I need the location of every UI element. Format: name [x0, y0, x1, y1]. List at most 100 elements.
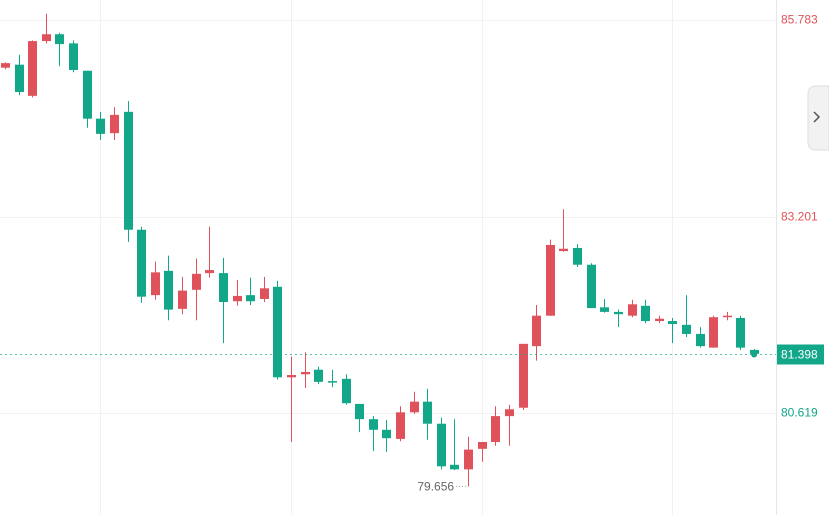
chevron-icon[interactable]: [813, 111, 821, 123]
candle: [655, 315, 664, 324]
candle: [42, 13, 51, 44]
candle: [83, 70, 92, 128]
candle-body: [696, 333, 705, 347]
candle: [709, 315, 718, 348]
scroll-button[interactable]: [807, 85, 829, 151]
candle: [28, 40, 37, 98]
last-price-dot: [751, 351, 758, 358]
candle: [69, 40, 78, 73]
candle-body: [709, 317, 718, 348]
candle-body: [628, 304, 637, 316]
candle-body: [723, 315, 732, 318]
candle: [164, 255, 173, 321]
y-tick-label: 80.619: [781, 406, 818, 420]
candle-body: [301, 371, 310, 375]
candle: [55, 32, 64, 67]
candle: [273, 280, 282, 380]
candle-body: [355, 403, 364, 420]
candle: [178, 276, 187, 315]
candle: [450, 419, 459, 471]
candle: [396, 406, 405, 442]
candle-body: [559, 248, 568, 252]
candle-body: [151, 272, 160, 296]
candle-body: [600, 307, 609, 312]
candle-body: [273, 286, 282, 378]
candle-body: [369, 419, 378, 430]
y-tick-label: 83.201: [781, 210, 818, 224]
candle: [15, 54, 24, 96]
candle-body: [736, 317, 745, 348]
candle: [641, 299, 650, 324]
candle: [437, 417, 446, 470]
candle: [410, 391, 419, 414]
candle-body: [55, 34, 64, 45]
candle: [559, 209, 568, 252]
candle: [600, 298, 609, 313]
candle: [382, 419, 391, 452]
candle-body: [260, 288, 269, 299]
candle: [205, 226, 214, 278]
candle-body: [205, 270, 214, 274]
candle-body: [287, 375, 296, 378]
candle: [628, 299, 637, 318]
candle-body: [110, 114, 119, 134]
candle-body: [505, 409, 514, 417]
candle: [96, 111, 105, 140]
candle-body: [28, 41, 37, 96]
candle-body: [423, 401, 432, 424]
candle: [287, 356, 296, 442]
candle: [1, 62, 10, 70]
candle: [532, 305, 541, 361]
candle-body: [396, 412, 405, 439]
candle: [614, 309, 623, 328]
candle: [314, 366, 323, 385]
candle: [723, 311, 732, 321]
candle: [219, 257, 228, 344]
candle-body: [192, 273, 201, 290]
candle-body: [519, 343, 528, 408]
candle-body: [233, 295, 242, 302]
candle: [546, 239, 555, 316]
candle-body: [491, 416, 500, 442]
candle: [369, 416, 378, 452]
candle-body: [164, 270, 173, 310]
candle: [328, 369, 337, 388]
candle: [301, 352, 310, 388]
candle-body: [124, 111, 133, 230]
candle: [696, 327, 705, 348]
candle-body: [573, 247, 582, 265]
candle-body: [328, 381, 337, 383]
candle-body: [668, 321, 677, 325]
candle-body: [83, 70, 92, 119]
candle: [478, 441, 487, 462]
candle-body: [137, 229, 146, 297]
candle-body: [15, 64, 24, 93]
candle: [137, 226, 146, 303]
candle: [260, 276, 269, 303]
candle: [519, 343, 528, 411]
candle-body: [450, 464, 459, 470]
min-label: 79.656: [417, 480, 454, 494]
candle-body: [342, 378, 351, 404]
candle-body: [546, 244, 555, 316]
candle-body: [219, 273, 228, 303]
candle: [192, 258, 201, 321]
candle: [423, 388, 432, 440]
candle-body: [437, 423, 446, 467]
candle-body: [655, 318, 664, 322]
candle: [110, 107, 119, 140]
candle-body: [69, 43, 78, 70]
candle-body: [382, 429, 391, 439]
candle: [355, 403, 364, 433]
candle: [124, 101, 133, 242]
candle: [246, 277, 255, 306]
candle-body: [532, 315, 541, 347]
candle-body: [641, 305, 650, 322]
candle: [682, 295, 691, 337]
candle-body: [178, 290, 187, 309]
candle: [151, 261, 160, 300]
candle-body: [246, 295, 255, 302]
y-tick-label: 85.783: [781, 13, 818, 27]
